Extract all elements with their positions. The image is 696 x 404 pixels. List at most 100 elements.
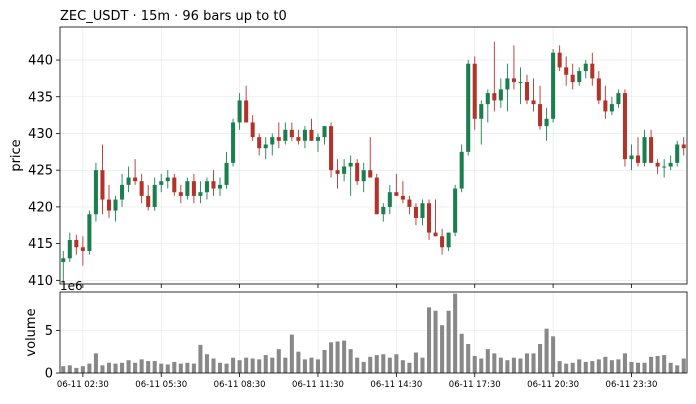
volume-bar xyxy=(413,352,418,373)
candle-body xyxy=(87,214,92,251)
volume-bar xyxy=(113,363,118,373)
volume-bar xyxy=(590,361,595,373)
volume-bar xyxy=(596,359,601,373)
volume-bar xyxy=(511,357,516,373)
candle-body xyxy=(296,137,301,141)
candle-body xyxy=(655,162,660,167)
volume-bar xyxy=(61,366,66,373)
volume-bar xyxy=(335,341,340,373)
volume-bar xyxy=(217,362,223,373)
chart-title: ZEC_USDT · 15m · 96 bars up to t0 xyxy=(60,9,287,24)
volume-bar xyxy=(570,362,575,373)
candle-body xyxy=(564,67,569,75)
candle-body xyxy=(649,137,654,163)
volume-bar xyxy=(622,353,627,373)
volume-bar xyxy=(557,361,562,373)
candle-body xyxy=(159,181,164,185)
volume-bar xyxy=(342,340,347,373)
candle-body xyxy=(440,236,445,248)
volume-bar xyxy=(544,328,549,373)
candle-body xyxy=(570,74,575,83)
candle-body xyxy=(355,162,360,182)
volume-bar xyxy=(237,360,242,373)
volume-bar xyxy=(309,357,314,373)
price-tick-label: 435 xyxy=(28,90,53,105)
volume-bar xyxy=(211,358,216,373)
candle-body xyxy=(67,239,72,259)
volume-bar xyxy=(655,355,660,373)
volume-bar xyxy=(440,325,445,373)
volume-bar xyxy=(355,357,360,373)
volume-bar xyxy=(407,362,412,373)
candle-body xyxy=(407,199,412,207)
candle-body xyxy=(583,63,588,72)
volume-bar xyxy=(283,357,288,373)
volume-bar xyxy=(577,359,582,373)
volume-bar xyxy=(649,356,654,373)
volume-bar xyxy=(453,293,458,373)
candle-body xyxy=(315,137,321,141)
candle-body xyxy=(302,129,307,141)
volume-bar xyxy=(492,353,497,373)
volume-bar xyxy=(642,362,647,373)
x-tick-label: 06-11 14:30 xyxy=(370,380,422,390)
candle-body xyxy=(224,162,229,185)
candle-body xyxy=(172,177,177,193)
candle-body xyxy=(675,144,680,163)
candle-body xyxy=(139,181,144,196)
volume-bar xyxy=(472,355,477,373)
candle-body xyxy=(335,170,340,174)
volume-bar xyxy=(198,344,203,373)
volume-bar xyxy=(87,363,92,373)
volume-bar xyxy=(635,362,641,373)
candle-body xyxy=(603,100,608,112)
x-tick-label: 06-11 02:30 xyxy=(57,380,109,390)
candle-body xyxy=(622,93,627,160)
volume-bar xyxy=(126,360,131,373)
candle-body xyxy=(322,126,327,138)
volume-bar xyxy=(479,358,484,373)
candle-body xyxy=(453,188,458,233)
candle-body xyxy=(590,63,595,79)
candle-body xyxy=(531,100,536,105)
candle-body xyxy=(348,162,353,167)
volume-bar xyxy=(662,355,667,373)
volume-bar xyxy=(466,344,471,373)
candle-body xyxy=(577,71,582,83)
volume-bar xyxy=(93,353,98,373)
volume-bar xyxy=(204,354,209,373)
volume-bar xyxy=(381,354,386,373)
price-panel-frame xyxy=(59,26,688,285)
volume-bar xyxy=(609,360,614,373)
x-tick-label: 06-11 08:30 xyxy=(214,380,266,390)
volume-bars xyxy=(61,293,686,373)
candle-bodies xyxy=(61,52,686,262)
candle-body xyxy=(681,144,686,149)
x-tick-label: 06-11 11:30 xyxy=(292,380,344,390)
candle-body xyxy=(426,203,432,233)
volume-bar xyxy=(67,365,72,373)
candle-body xyxy=(250,122,255,138)
volume-bar xyxy=(426,307,432,373)
x-tick-label: 06-11 20:30 xyxy=(527,380,579,390)
candle-body xyxy=(93,170,98,215)
candle-body xyxy=(276,137,281,141)
candle-body xyxy=(217,184,223,189)
volume-bar xyxy=(616,359,621,373)
volume-bar xyxy=(629,361,634,373)
candle-body xyxy=(106,199,112,211)
volume-bar xyxy=(433,310,438,373)
candle-body xyxy=(244,100,249,123)
candle-body xyxy=(538,104,543,127)
candle-body xyxy=(329,126,334,171)
candle-body xyxy=(80,247,85,251)
candle-body xyxy=(472,63,477,119)
price-tick-label: 415 xyxy=(28,237,53,252)
candle-body xyxy=(270,137,275,145)
candle-body xyxy=(191,181,196,196)
candle-body xyxy=(557,52,562,68)
volume-bar xyxy=(289,334,294,373)
candle-body xyxy=(113,199,118,211)
volume-bar xyxy=(675,365,680,373)
candle-body xyxy=(185,181,190,196)
